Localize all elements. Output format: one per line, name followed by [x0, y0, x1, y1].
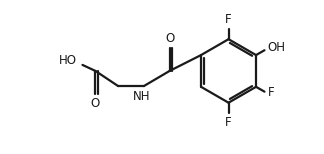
- Text: NH: NH: [133, 90, 150, 103]
- Text: F: F: [268, 86, 274, 99]
- Text: F: F: [225, 116, 232, 129]
- Text: O: O: [165, 32, 174, 45]
- Text: O: O: [91, 97, 100, 110]
- Text: OH: OH: [268, 41, 285, 54]
- Text: F: F: [225, 13, 232, 26]
- Text: HO: HO: [58, 55, 76, 67]
